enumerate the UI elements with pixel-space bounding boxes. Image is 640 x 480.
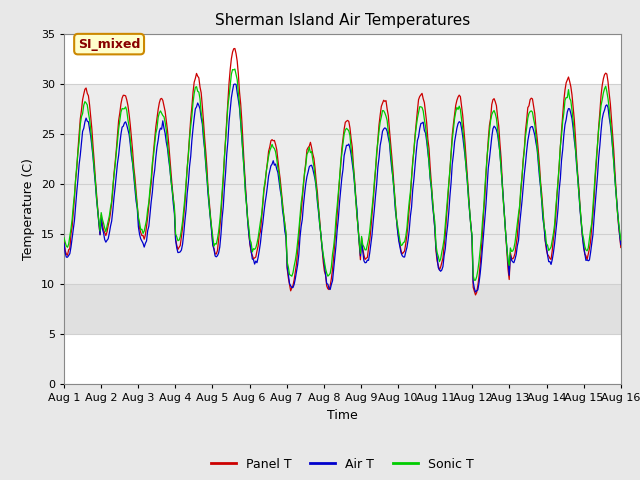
X-axis label: Time: Time: [327, 408, 358, 421]
Bar: [64, 334, 621, 384]
Y-axis label: Temperature (C): Temperature (C): [22, 158, 35, 260]
Bar: [64, 34, 621, 84]
Legend: Panel T, Air T, Sonic T: Panel T, Air T, Sonic T: [206, 453, 479, 476]
Text: SI_mixed: SI_mixed: [78, 37, 140, 50]
Bar: [64, 284, 621, 334]
Bar: [64, 84, 621, 284]
Title: Sherman Island Air Temperatures: Sherman Island Air Temperatures: [215, 13, 470, 28]
